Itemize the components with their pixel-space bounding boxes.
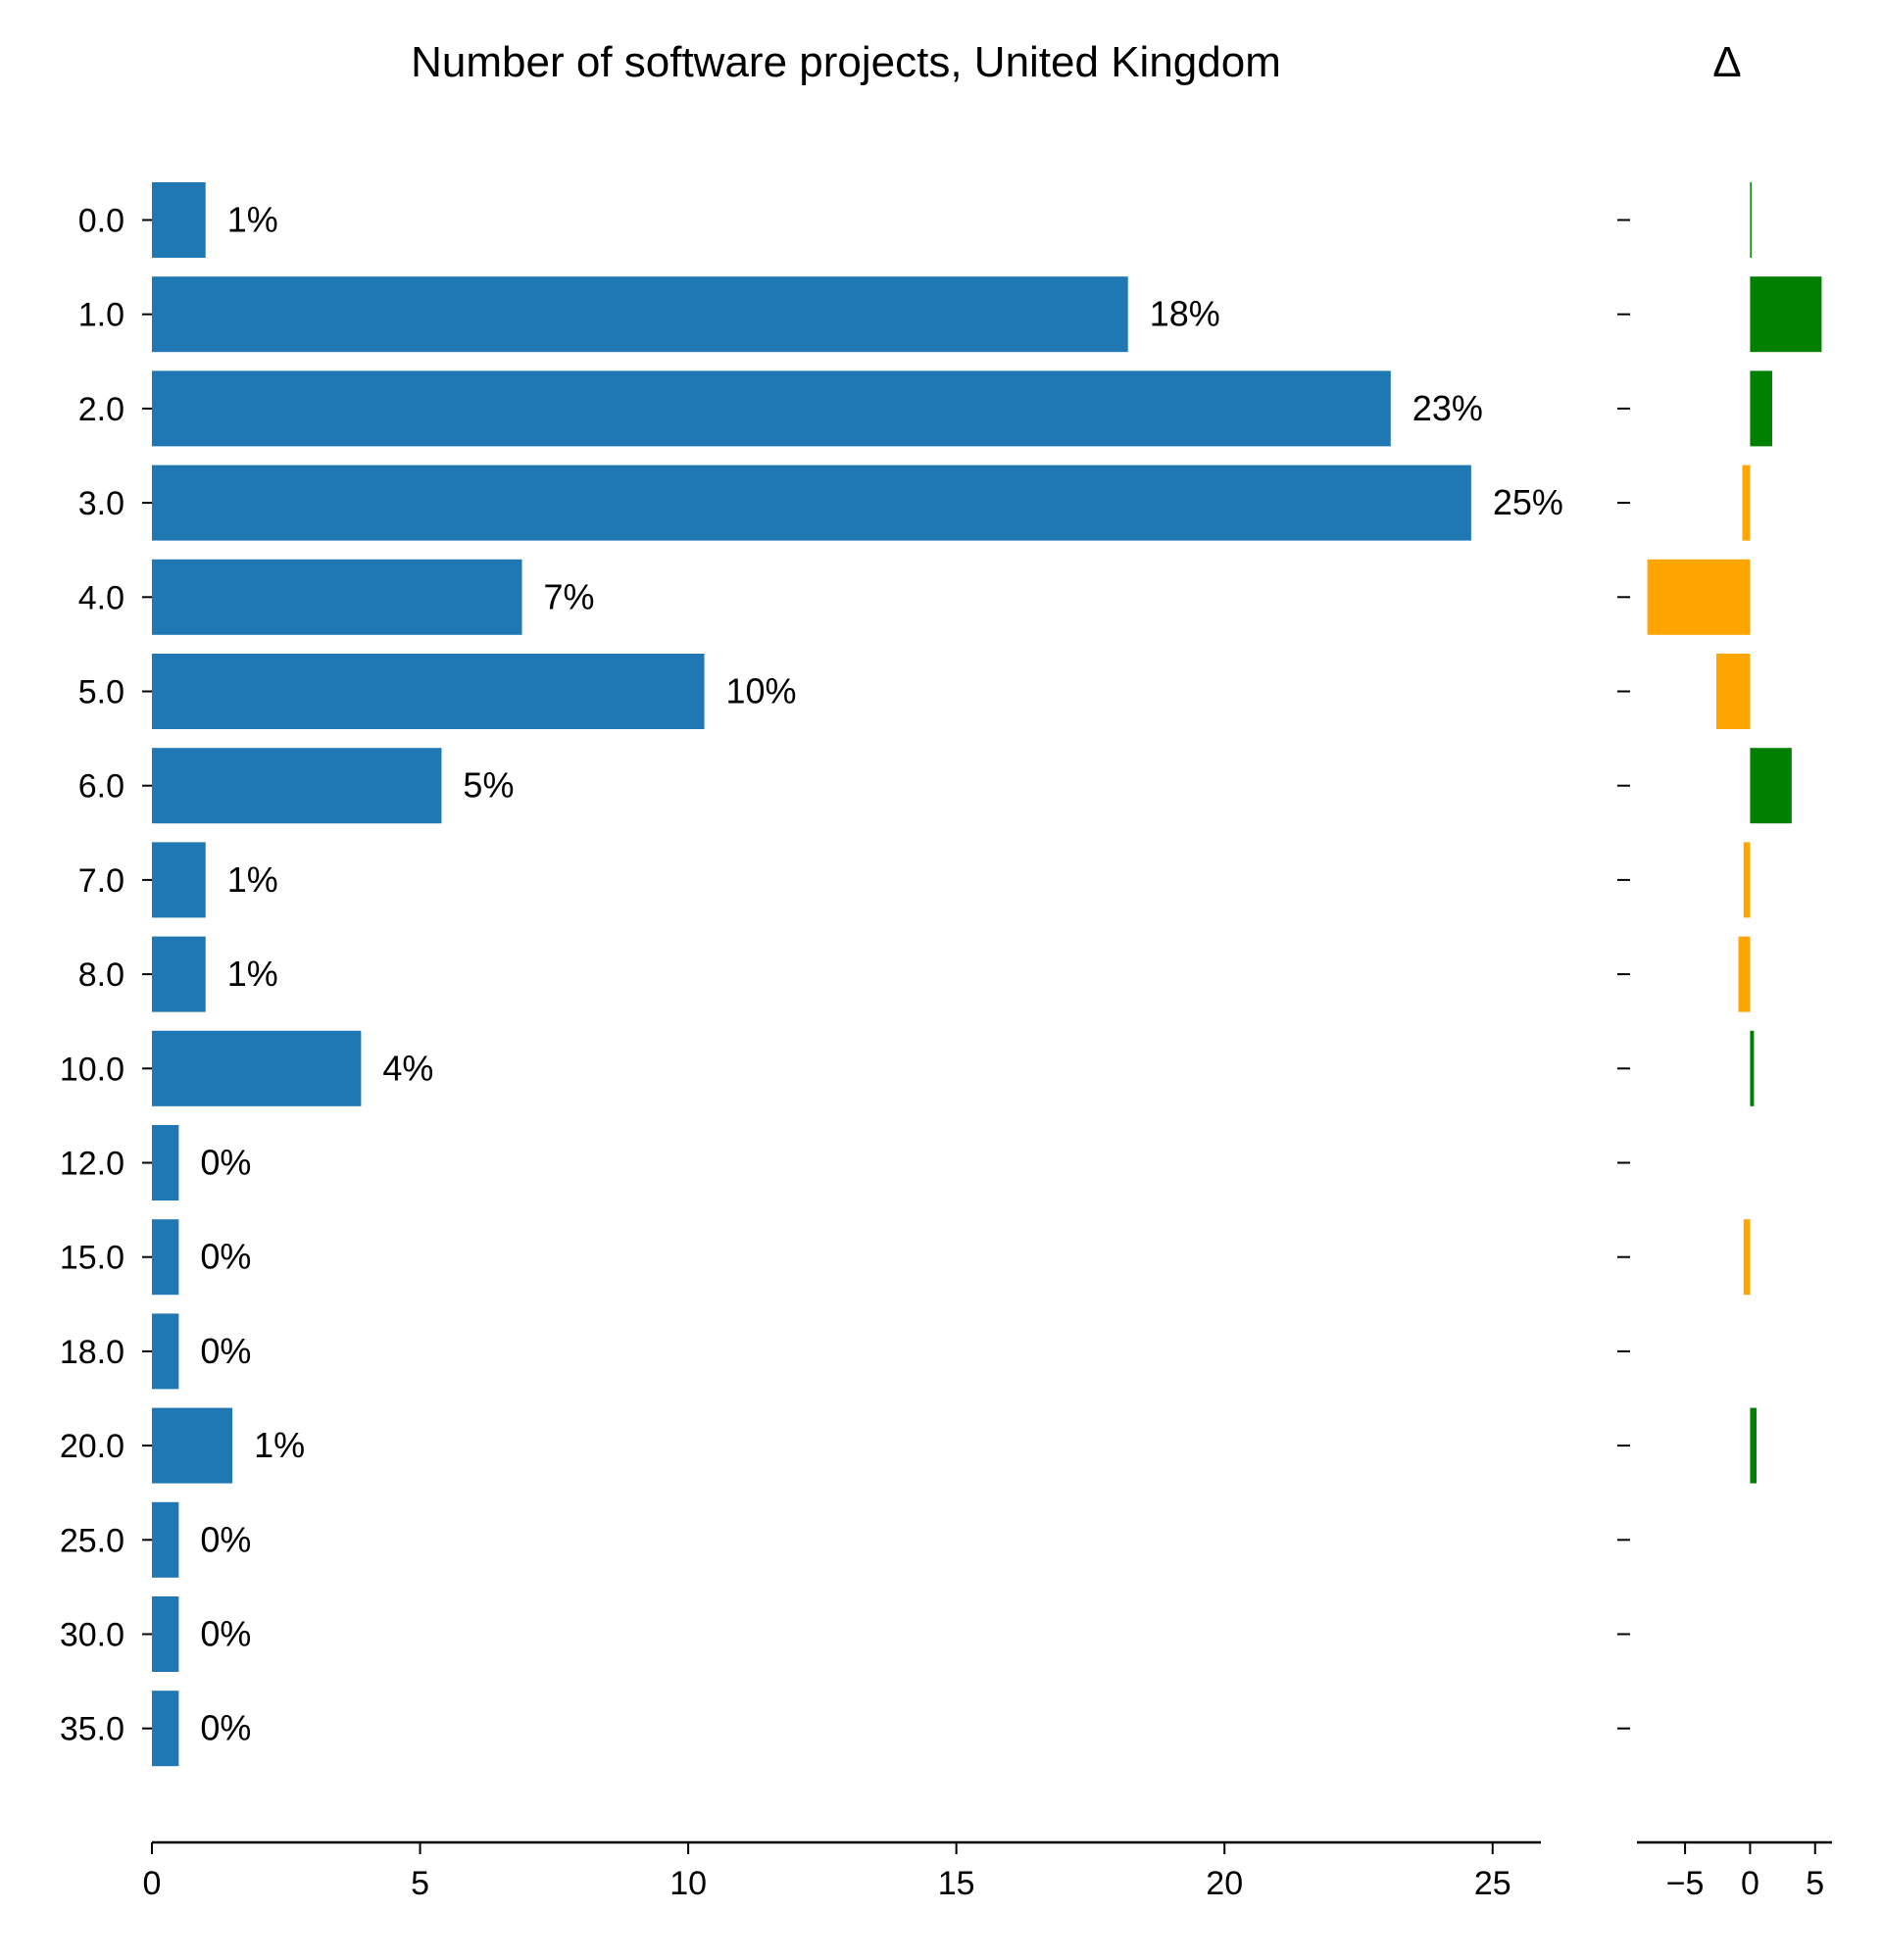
- delta-bar: [1750, 1407, 1758, 1484]
- category-label: 7.0: [78, 862, 124, 900]
- data-label: 1%: [254, 1425, 305, 1465]
- bar: [152, 370, 1391, 447]
- bar: [152, 842, 206, 918]
- category-label: 5.0: [78, 674, 124, 711]
- data-label: 0%: [200, 1708, 251, 1748]
- x-tick-label: 15: [938, 1865, 975, 1902]
- delta-x-tick-label: 5: [1806, 1865, 1824, 1902]
- delta-x-tick-label: 0: [1741, 1865, 1759, 1902]
- data-label: 1%: [227, 954, 278, 994]
- main-chart-title: Number of software projects, United King…: [411, 38, 1281, 86]
- bar: [152, 182, 206, 258]
- category-label: 6.0: [78, 768, 124, 806]
- category-label: 2.0: [78, 391, 124, 428]
- bar: [152, 1501, 179, 1578]
- category-label: 25.0: [60, 1522, 124, 1559]
- data-label: 1%: [227, 200, 278, 240]
- data-label: 0%: [200, 1614, 251, 1654]
- data-label: 23%: [1412, 388, 1483, 428]
- bar: [152, 748, 442, 824]
- data-label: 0%: [200, 1237, 251, 1277]
- bar: [152, 1313, 179, 1390]
- bar: [152, 1596, 179, 1672]
- bar: [152, 1030, 362, 1106]
- category-label: 12.0: [60, 1146, 124, 1183]
- data-label: 0%: [200, 1519, 251, 1559]
- data-label: 0%: [200, 1331, 251, 1371]
- category-label: 8.0: [78, 956, 124, 994]
- data-label: 25%: [1493, 482, 1563, 522]
- main-bar-panel: 0.0 1% 1.0 18% 2.0 23% 3.0 25% 4.0 7% 5.0 10% 6.0 5% 7…: [60, 182, 1563, 1902]
- bar: [152, 1690, 179, 1767]
- category-label: 4.0: [78, 579, 124, 616]
- bar: [152, 1407, 233, 1484]
- delta-bar: [1750, 182, 1752, 258]
- x-tick-label: 20: [1206, 1865, 1243, 1902]
- delta-bar: [1743, 842, 1751, 918]
- delta-chart-title: Δ: [1712, 38, 1741, 86]
- delta-bar: [1743, 1219, 1751, 1296]
- delta-bar: [1750, 370, 1772, 447]
- delta-bar: [1647, 559, 1751, 635]
- bar: [152, 1125, 179, 1200]
- bar: [152, 465, 1471, 541]
- data-label: 7%: [544, 576, 595, 616]
- bar: [152, 654, 705, 729]
- bar: [152, 936, 206, 1012]
- delta-bar: [1742, 465, 1751, 541]
- delta-bar: [1750, 1030, 1755, 1106]
- delta-x-tick-label: −5: [1666, 1865, 1705, 1902]
- category-label: 3.0: [78, 485, 124, 522]
- delta-bar-panel: −5 0 5: [1617, 182, 1832, 1902]
- category-label: 0.0: [78, 203, 124, 240]
- x-tick-label: 5: [411, 1865, 429, 1902]
- category-label: 35.0: [60, 1711, 124, 1748]
- category-label: 1.0: [78, 297, 124, 334]
- x-tick-label: 25: [1474, 1865, 1511, 1902]
- data-label: 10%: [726, 671, 797, 711]
- data-label: 5%: [463, 765, 514, 806]
- delta-bar: [1738, 936, 1751, 1012]
- delta-bar: [1750, 276, 1822, 353]
- category-label: 30.0: [60, 1617, 124, 1654]
- delta-bar: [1750, 748, 1792, 824]
- category-label: 20.0: [60, 1428, 124, 1465]
- data-label: 4%: [382, 1048, 433, 1088]
- category-label: 15.0: [60, 1240, 124, 1277]
- x-tick-label: 10: [669, 1865, 707, 1902]
- bar: [152, 559, 522, 635]
- category-label: 18.0: [60, 1334, 124, 1371]
- bar: [152, 1219, 179, 1296]
- data-label: 0%: [200, 1143, 251, 1183]
- delta-bar: [1715, 654, 1751, 729]
- bar: [152, 276, 1128, 353]
- data-label: 1%: [227, 859, 278, 900]
- data-label: 18%: [1150, 294, 1220, 334]
- x-tick-label: 0: [143, 1865, 162, 1902]
- category-label: 10.0: [60, 1051, 124, 1088]
